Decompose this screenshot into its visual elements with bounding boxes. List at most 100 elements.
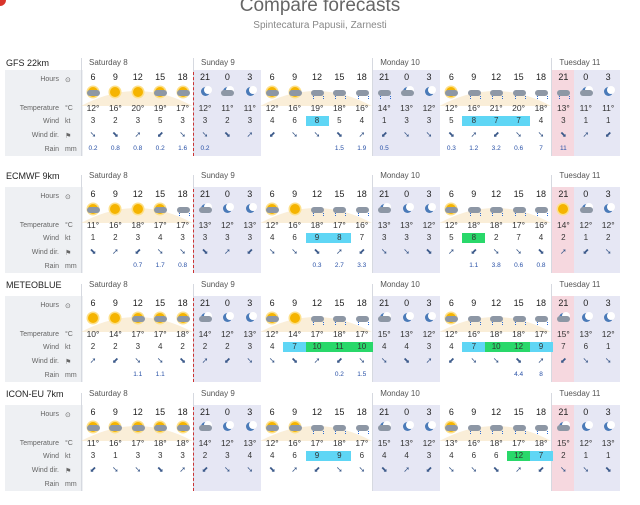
- rain-icon: [489, 85, 504, 99]
- cloud-icon: [467, 90, 481, 96]
- moon-icon: [245, 203, 257, 213]
- page-header: Compare forecasts Spintecatura Papusii, …: [0, 0, 640, 42]
- moon-icon: [581, 312, 593, 322]
- hour-label: 21: [558, 72, 569, 82]
- rain-drops-icon: [492, 213, 504, 216]
- wind-speed-value: 9: [538, 342, 544, 351]
- temperature-value: 17°: [131, 438, 145, 448]
- temperature-value: 16°: [288, 438, 302, 448]
- moon-icon: [402, 421, 414, 431]
- cloud-icon: [355, 425, 369, 431]
- day-label: Tuesday 11: [559, 280, 601, 289]
- wind-direction-arrow-icon: ➘: [448, 465, 455, 474]
- temperature-value: 15°: [556, 438, 570, 448]
- hour-label: 15: [334, 298, 345, 308]
- row-label-name: Wind: [43, 344, 59, 351]
- rain-icon: [176, 202, 190, 216]
- temperature-value: 13°: [400, 103, 414, 113]
- wind-highlight: [462, 233, 486, 243]
- moon-icon: [245, 86, 257, 96]
- wind-direction-arrow-icon: ➘: [134, 465, 142, 474]
- temperature-value: 17°: [512, 438, 526, 448]
- hour-label: 15: [513, 189, 524, 199]
- wind-speed-value: 3: [426, 233, 432, 242]
- hour-label: 12: [311, 189, 322, 199]
- temperature-value: 20°: [131, 103, 145, 113]
- wind-direction-arrow-icon: ⬋: [246, 247, 254, 256]
- cloud-icon: [333, 207, 347, 213]
- temperature-value: 17°: [176, 220, 190, 230]
- wind-direction-arrow-icon: ⬊: [179, 356, 186, 365]
- temperature-value: 12°: [86, 103, 100, 113]
- wind-direction-arrow-icon: ➘: [470, 465, 478, 474]
- wind-direction-arrow-icon: ➚: [403, 465, 410, 474]
- hour-label: 21: [199, 189, 210, 199]
- rain-drops-icon: [313, 96, 324, 99]
- temperature-value: 17°: [355, 329, 369, 339]
- wind-speed-value: 5: [449, 233, 454, 242]
- temperature-value: 12°: [220, 329, 234, 339]
- rain-value: 1.9: [357, 145, 367, 152]
- cloud-icon: [266, 207, 280, 213]
- moon-icon: [604, 312, 616, 322]
- model-name[interactable]: ECMWF 9km: [6, 171, 60, 181]
- temperature-value: 14°: [108, 329, 122, 339]
- cloud-icon: [266, 90, 280, 96]
- wind-speed-value: 3: [404, 233, 409, 242]
- hour-label: 3: [426, 298, 432, 308]
- cloud-icon: [467, 425, 481, 431]
- day-label: Saturday 8: [89, 171, 128, 180]
- hour-label: 12: [491, 298, 502, 308]
- hour-label: 12: [311, 72, 322, 82]
- model-name[interactable]: ICON-EU 7km: [6, 389, 64, 399]
- wind-speed-value: 3: [225, 233, 230, 242]
- hour-label: 18: [356, 298, 367, 308]
- now-marker: [192, 298, 194, 382]
- hour-label: 21: [379, 72, 390, 82]
- temperature-value: 17°: [176, 103, 190, 113]
- wind-speed-value: 3: [426, 116, 432, 125]
- wind-speed-value: 11: [335, 342, 344, 351]
- rain-icon: [534, 202, 548, 216]
- row-labels: Hours ⊙ Temperature °C Wind kt Wind dir. ⚑ Rain m…: [5, 70, 83, 156]
- moon-icon: [223, 421, 235, 431]
- moon-icon: [581, 421, 593, 431]
- wind-direction-arrow-icon: ⬊: [156, 465, 164, 474]
- row-label-unit: ⚑: [65, 133, 72, 140]
- rain-icon: [377, 85, 392, 99]
- rain-icon: [489, 420, 504, 434]
- temperature-value: 11°: [243, 103, 256, 113]
- hour-label: 15: [155, 72, 166, 82]
- cloud-icon: [557, 316, 571, 322]
- rain-icon: [512, 85, 526, 99]
- cloud-icon: [176, 316, 190, 322]
- model-name[interactable]: GFS 22km: [6, 58, 50, 68]
- cloud-icon: [199, 316, 212, 322]
- hour-label: 3: [426, 72, 432, 82]
- day-label: Tuesday 11: [559, 389, 601, 398]
- temperature-value: 15°: [556, 329, 570, 339]
- sun-cloud-icon: [444, 311, 459, 325]
- moon-icon: [422, 420, 436, 434]
- hour-label: 9: [112, 407, 118, 417]
- model-name[interactable]: METEOBLUE: [6, 280, 62, 290]
- wind-direction-arrow-icon: ➘: [492, 356, 500, 365]
- row-label-name: Rain: [44, 263, 59, 270]
- wind-direction-arrow-icon: ➚: [89, 356, 97, 365]
- moon-icon: [422, 85, 436, 99]
- row-label-name: Wind: [43, 235, 59, 242]
- cloud-icon: [378, 316, 392, 322]
- cloud-icon: [333, 90, 347, 96]
- temperature-value: 13°: [444, 438, 458, 448]
- temperature-value: 12°: [444, 220, 458, 230]
- rain-icon: [467, 420, 481, 434]
- temperature-value: 18°: [332, 329, 346, 339]
- wind-speed-value: 9: [314, 233, 320, 242]
- temperature-value: 18°: [310, 220, 324, 230]
- wind-direction-arrow-icon: ⬋: [112, 356, 119, 365]
- hour-label: 0: [224, 298, 230, 308]
- wind-direction-arrow-icon: ➘: [380, 356, 388, 365]
- hour-label: 0: [583, 189, 589, 199]
- forecast-grid: Saturday 8 Sunday 9 Monday 10 Tuesday 11 6 11…: [0, 389, 640, 505]
- wind-direction-arrow-icon: ➚: [560, 247, 567, 256]
